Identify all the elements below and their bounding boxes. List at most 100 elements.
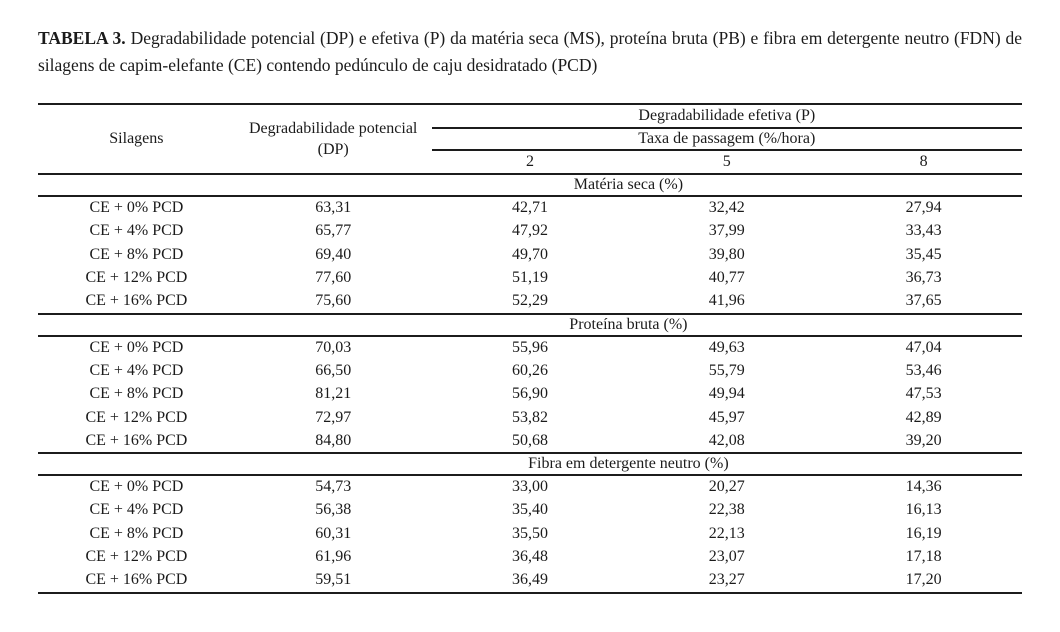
value-cell: 49,63	[708, 338, 745, 356]
table-row: CE + 12% PCD 77,60 51,19 40,77 36,73	[38, 267, 1022, 291]
value-cell: 66,50	[315, 361, 352, 379]
paper-page: TABELA 3. Degradabilidade potencial (DP) …	[38, 25, 1022, 594]
value-cell: 39,80	[708, 245, 745, 263]
value-cell: 17,20	[825, 569, 1022, 594]
value-cell: 20,27	[708, 478, 745, 496]
value-cell: 53,82	[511, 408, 548, 426]
section-header-row: Fibra em detergente neutro (%)	[38, 453, 1022, 476]
header-passage-rate: Taxa de passagem (%/hora)	[431, 128, 1022, 151]
value-cell: 40,77	[708, 269, 745, 287]
header-row-effective: Silagens Degradabilidade potencial (DP) …	[38, 104, 1022, 175]
table-row: CE + 12% PCD 72,97 53,82 45,97 42,89	[38, 406, 1022, 430]
silage-label-cell: CE + 4% PCD	[89, 361, 184, 379]
value-cell: 72,97	[315, 408, 352, 426]
value-cell: 53,46	[905, 361, 942, 379]
section-title: Fibra em detergente neutro (%)	[234, 453, 1022, 476]
header-effective-degradability: Degradabilidade efetiva (P)	[431, 104, 1022, 129]
header-rate-2: 2	[431, 150, 629, 175]
value-cell: 81,21	[315, 385, 352, 403]
table-caption-text: Degradabilidade potencial (DP) e efetiva…	[38, 28, 1022, 75]
value-cell: 16,13	[905, 501, 942, 519]
section-title: Proteína bruta (%)	[234, 313, 1022, 337]
value-cell: 22,38	[708, 501, 745, 519]
silage-label-cell: CE + 0% PCD	[89, 338, 184, 356]
value-cell: 49,94	[708, 385, 745, 403]
section-header-row: Proteína bruta (%)	[38, 313, 1022, 337]
value-cell: 56,90	[511, 385, 548, 403]
table-header: Silagens Degradabilidade potencial (DP) …	[38, 104, 1022, 175]
value-cell: 84,80	[234, 429, 432, 454]
value-cell: 60,26	[511, 361, 548, 379]
value-cell: 35,40	[511, 501, 548, 519]
value-cell: 37,65	[825, 290, 1022, 315]
table-row: CE + 4% PCD 66,50 60,26 55,79 53,46	[38, 359, 1022, 383]
value-cell: 70,03	[315, 338, 352, 356]
value-cell: 37,99	[708, 222, 745, 240]
header-silagens: Silagens	[38, 104, 235, 175]
value-cell: 35,45	[905, 245, 942, 263]
silage-label-cell: CE + 0% PCD	[89, 478, 184, 496]
table-row: CE + 16% PCD 84,80 50,68 42,08 39,20	[38, 429, 1022, 454]
silage-label-cell: CE + 8% PCD	[89, 245, 184, 263]
value-cell: 27,94	[905, 199, 942, 217]
value-cell: 16,19	[905, 524, 942, 542]
table-row: CE + 8% PCD 60,31 35,50 22,13 16,19	[38, 522, 1022, 546]
silage-label-cell: CE + 12% PCD	[85, 548, 188, 566]
silage-label-cell: CE + 8% PCD	[89, 385, 184, 403]
value-cell: 39,20	[825, 429, 1022, 454]
table-row: CE + 0% PCD 70,03 55,96 49,63 47,04	[38, 336, 1022, 360]
value-cell: 49,70	[511, 245, 548, 263]
header-row-passage-rate: Taxa de passagem (%/hora)	[38, 128, 1022, 151]
value-cell: 33,00	[511, 478, 548, 496]
value-cell: 51,19	[511, 269, 548, 287]
value-cell: 69,40	[315, 245, 352, 263]
value-cell: 22,13	[708, 524, 745, 542]
section-title: Matéria seca (%)	[234, 174, 1022, 197]
value-cell: 23,07	[708, 548, 745, 566]
section-header-spacer	[38, 313, 235, 337]
value-cell: 36,73	[905, 269, 942, 287]
value-cell: 56,38	[315, 501, 352, 519]
value-cell: 63,31	[315, 199, 352, 217]
value-cell: 45,97	[708, 408, 745, 426]
header-rate-5: 5	[628, 150, 826, 175]
section-header-spacer	[38, 174, 235, 197]
value-cell: 14,36	[905, 478, 942, 496]
table-row: CE + 8% PCD 69,40 49,70 39,80 35,45	[38, 243, 1022, 267]
value-cell: 54,73	[315, 478, 352, 496]
silage-label-cell: CE + 4% PCD	[89, 501, 184, 519]
value-cell: 75,60	[234, 290, 432, 315]
degradability-table: Silagens Degradabilidade potencial (DP) …	[38, 103, 1022, 594]
value-cell: 42,08	[628, 429, 826, 454]
value-cell: 17,18	[905, 548, 942, 566]
silage-label-cell: CE + 16% PCD	[38, 429, 235, 454]
table-row: CE + 16% PCD 75,60 52,29 41,96 37,65	[38, 290, 1022, 315]
value-cell: 59,51	[234, 569, 432, 594]
table-caption-label: TABELA 3.	[38, 28, 126, 48]
table-row: CE + 16% PCD 59,51 36,49 23,27 17,20	[38, 569, 1022, 594]
table-caption: TABELA 3. Degradabilidade potencial (DP) …	[38, 25, 1022, 79]
value-cell: 65,77	[315, 222, 352, 240]
silage-label-cell: CE + 16% PCD	[38, 569, 235, 594]
value-cell: 52,29	[431, 290, 629, 315]
table-row: CE + 8% PCD 81,21 56,90 49,94 47,53	[38, 383, 1022, 407]
value-cell: 55,96	[511, 338, 548, 356]
silage-label-cell: CE + 4% PCD	[89, 222, 184, 240]
table-row: CE + 0% PCD 54,73 33,00 20,27 14,36	[38, 475, 1022, 499]
value-cell: 50,68	[431, 429, 629, 454]
silage-label-cell: CE + 12% PCD	[85, 408, 188, 426]
value-cell: 60,31	[315, 524, 352, 542]
value-cell: 33,43	[905, 222, 942, 240]
section-header-row: Matéria seca (%)	[38, 174, 1022, 197]
value-cell: 47,53	[905, 385, 942, 403]
value-cell: 41,96	[628, 290, 826, 315]
value-cell: 55,79	[708, 361, 745, 379]
table-row: CE + 0% PCD 63,31 42,71 32,42 27,94	[38, 196, 1022, 220]
section-header-spacer	[38, 453, 235, 476]
table-row: CE + 12% PCD 61,96 36,48 23,07 17,18	[38, 546, 1022, 570]
value-cell: 77,60	[315, 269, 352, 287]
value-cell: 36,49	[431, 569, 629, 594]
header-row-rates: 2 5 8	[38, 150, 1022, 175]
value-cell: 32,42	[708, 199, 745, 217]
header-potential-degradability: Degradabilidade potencial (DP)	[234, 104, 432, 175]
